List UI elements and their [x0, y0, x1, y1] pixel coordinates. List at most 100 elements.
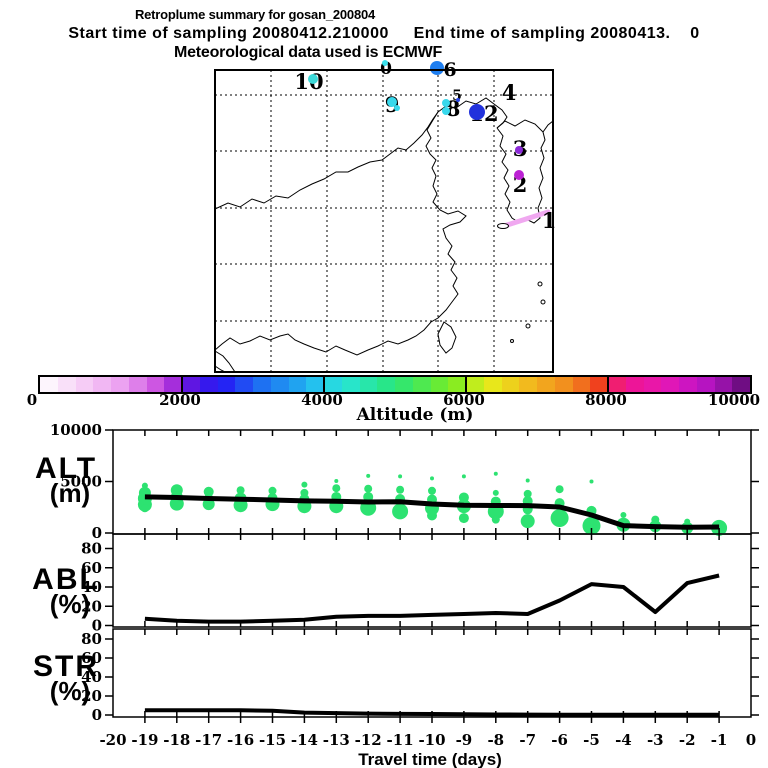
colorbar-segment	[57, 377, 76, 392]
plume-dot	[430, 476, 434, 481]
colorbar-tick	[465, 377, 467, 392]
colorbar-segment	[341, 377, 360, 392]
colorbar-segment	[75, 377, 94, 392]
x-tick-label: -11	[387, 731, 414, 749]
plume-dot	[493, 471, 498, 476]
colorbar-segment	[164, 377, 182, 392]
plume-centroid-dot	[442, 107, 450, 115]
plume-dot	[523, 489, 532, 498]
colorbar-caption: Altitude (m)	[356, 405, 474, 425]
plume-dot	[398, 474, 403, 479]
y-tick-label: 0	[92, 706, 102, 724]
plume-dot	[392, 503, 409, 520]
colorbar-segment	[430, 377, 449, 392]
colorbar-segment	[288, 377, 307, 392]
x-tick-label: -2	[679, 731, 696, 749]
colorbar-tick-label: 4000	[301, 391, 343, 409]
plume-dot	[203, 486, 214, 497]
colorbar-tick	[181, 377, 183, 392]
coastline-south-exit	[214, 350, 236, 373]
coastline-korea	[496, 119, 546, 224]
island-small	[525, 323, 531, 329]
colorbar-segment	[572, 377, 591, 392]
x-tick-label: -7	[519, 731, 536, 749]
panel-frame-str	[112, 628, 752, 718]
altitude-colorbar	[38, 375, 752, 394]
x-tick-label: -15	[259, 731, 286, 749]
colorbar-segment	[306, 377, 324, 392]
colorbar-segment	[377, 377, 395, 392]
x-tick-label: 0	[746, 731, 756, 749]
y-tick-label: 5000	[60, 473, 102, 491]
coastline-yellow-sea-north	[437, 97, 508, 129]
plume-dot	[458, 513, 469, 524]
x-tick-label: -12	[355, 731, 382, 749]
timeseries-charts: 0500010000ALT(m)020406080ABL(%)020406080…	[32, 421, 759, 768]
plume-dot	[301, 481, 308, 488]
plume-dot	[589, 479, 594, 484]
sampling-time-line: Start time of sampling 20080412.210000 E…	[68, 25, 700, 42]
map-plume-markers: 0610958412321	[294, 59, 556, 233]
colorbar-segment	[217, 377, 236, 392]
plume-dot	[620, 511, 627, 518]
plume-dot	[428, 486, 436, 495]
colorbar-tick-label: 0	[26, 391, 38, 409]
island-jeju	[497, 223, 509, 229]
plume-centroid-dot	[442, 99, 450, 107]
charts-content: 0500010000ALT(m)020406080ABL(%)020406080…	[32, 421, 759, 768]
colorbar-segment	[128, 377, 147, 392]
colorbar-segment	[448, 377, 466, 392]
y-tick-label: 40	[81, 668, 102, 686]
x-tick-label: -1	[711, 731, 728, 749]
island-taiwan	[437, 321, 457, 354]
plume-dot	[520, 514, 535, 529]
plume-dot	[396, 485, 405, 494]
plume-dot	[525, 478, 530, 483]
plume-dot	[332, 484, 341, 493]
x-tick-label: -16	[227, 731, 254, 749]
map-day-label: 1	[542, 208, 557, 233]
panel-unit-str: (%)	[50, 676, 90, 706]
x-axis-title: Travel time (days)	[358, 750, 502, 768]
colorbar-segment	[40, 377, 58, 392]
plume-dot	[140, 504, 149, 513]
x-tick-label: -18	[163, 731, 190, 749]
plume-centroid-dot	[382, 60, 388, 66]
x-tick-label: -9	[456, 731, 473, 749]
x-tick-label: -10	[418, 731, 445, 749]
colorbar-segment	[590, 377, 608, 392]
y-tick-label: 80	[81, 540, 102, 558]
x-tick-label: -5	[583, 731, 600, 749]
x-tick-label: -3	[647, 731, 664, 749]
plume-dot	[364, 484, 373, 493]
panel-unit-alt: (m)	[50, 478, 90, 508]
map-day-label: 5	[452, 88, 462, 104]
plume-centroid-dot	[394, 105, 400, 111]
colorbar-segment	[253, 377, 271, 392]
abl-line	[144, 573, 720, 624]
map-gridlines	[215, 70, 553, 372]
y-tick-label: 80	[81, 630, 102, 648]
colorbar-segment	[519, 377, 537, 392]
colorbar-segment	[643, 377, 662, 392]
plume-centroid-dot	[514, 170, 524, 180]
colorbar-tick	[607, 377, 609, 392]
x-tick-label: -13	[323, 731, 350, 749]
colorbar-segment	[696, 377, 715, 392]
plume-dot	[491, 515, 500, 524]
island-small	[537, 281, 543, 287]
plume-dot	[169, 496, 184, 511]
colorbar-segment	[714, 377, 733, 392]
plume-dot	[492, 489, 499, 496]
panel-label-abl: ABL	[32, 563, 100, 596]
colorbar-segment	[270, 377, 289, 392]
map-frame	[214, 69, 554, 373]
colorbar-segment	[661, 377, 679, 392]
y-tick-label: 20	[81, 597, 102, 615]
colorbar-tick-label: 8000	[585, 391, 627, 409]
x-tick-label: -14	[291, 731, 318, 749]
colorbar-segment	[466, 377, 484, 392]
x-tick-label: -19	[131, 731, 158, 749]
alt-line	[144, 494, 720, 530]
